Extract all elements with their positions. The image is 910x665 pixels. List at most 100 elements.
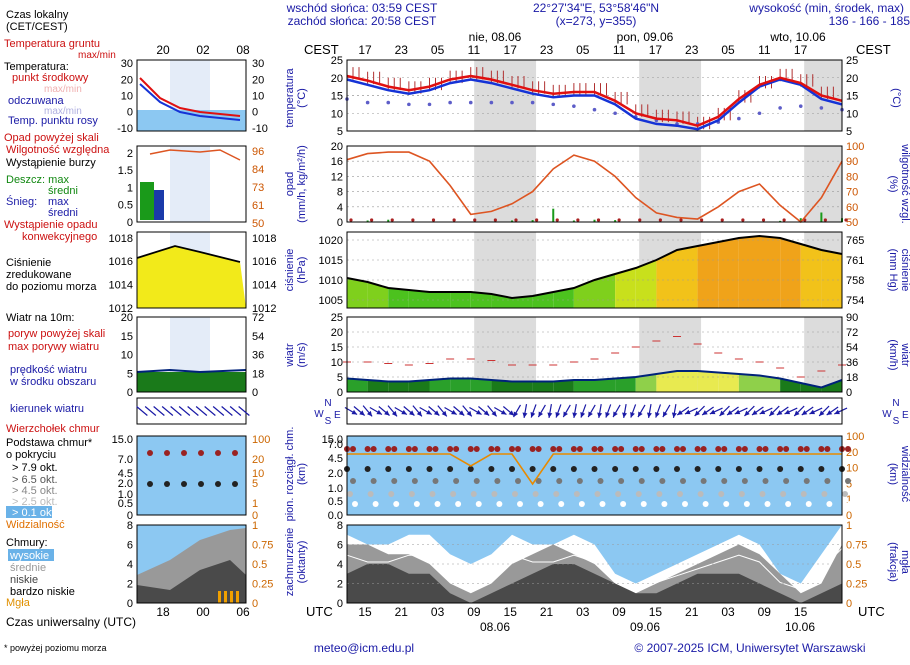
legend-okt-01: > 0.1 okt. xyxy=(12,507,58,519)
cloud-top-dot xyxy=(762,446,769,452)
cloud-top-dot xyxy=(824,446,831,452)
wind-left-tick: 5 xyxy=(337,372,343,384)
legend-conv-1: Wystąpienie opadu xyxy=(4,219,97,231)
humidity-tick: 60 xyxy=(846,202,858,214)
legend-cl-tick: 8 xyxy=(127,520,133,532)
cloud-base-dot xyxy=(842,491,848,497)
wind-arrow xyxy=(522,404,528,418)
legend-wind-tick: 10 xyxy=(121,350,133,362)
pressure-area xyxy=(718,238,739,308)
pressure-area xyxy=(470,292,492,308)
axis-wind-left-2: (m/s) xyxy=(296,342,308,367)
wind-arrow-head xyxy=(513,411,519,418)
wind-arrow xyxy=(572,404,578,418)
cloud-top-dot xyxy=(735,446,742,452)
cloud-base-dot xyxy=(653,466,660,472)
dew-point xyxy=(613,111,617,116)
compass-w-right: W xyxy=(882,409,892,420)
fog-tick: 0.75 xyxy=(846,540,867,552)
wind-arrow-head xyxy=(401,409,407,415)
cloud-base-tick: 1.0 xyxy=(328,483,343,495)
wind-area xyxy=(491,380,512,392)
date-top-2: pon, 09.06 xyxy=(617,30,674,44)
rain-bar xyxy=(614,220,617,222)
wind-arrow xyxy=(826,406,839,416)
legend-cb-tick: 4.5 xyxy=(118,468,133,480)
dates-bottom: 08.06 09.06 10.06 xyxy=(480,620,815,634)
dew-point xyxy=(510,100,514,105)
cloud-base-dot xyxy=(556,478,563,484)
cloud-base-dot xyxy=(558,501,565,507)
date-bottom-1: 08.06 xyxy=(480,620,510,634)
cloud-base-tick: 2.0 xyxy=(328,468,343,480)
legend-felt: odczuwana xyxy=(8,95,65,107)
cloud-base-dot xyxy=(803,478,810,484)
wind-arrow xyxy=(662,404,671,418)
legend-temp-fill xyxy=(137,110,246,131)
cloud-base-dot xyxy=(550,466,557,472)
fog-tick: 0.5 xyxy=(846,559,861,571)
wind-left-tick: 15 xyxy=(331,342,343,354)
storm-marker xyxy=(452,218,456,222)
cloud-top-dot xyxy=(385,446,392,452)
legend-visibility: Widzialność xyxy=(6,519,65,531)
wind-area xyxy=(553,380,574,392)
wind-area xyxy=(738,374,760,392)
cest-ticks: 17 23 05 11 17 23 05 11 17 23 05 11 17 xyxy=(358,43,807,57)
prec-left-tick: 0 xyxy=(337,217,343,229)
wind-arrow xyxy=(394,406,408,416)
cloud-base-dot xyxy=(426,466,433,472)
legend-cloud-top-dot xyxy=(181,450,187,456)
storm-marker xyxy=(514,218,518,222)
legend-wind-dir: kierunek wiatru xyxy=(10,403,84,415)
legend-pres-tick: 1012 xyxy=(109,303,133,315)
compass-e-right: E xyxy=(902,410,909,421)
axis-cb-left-2: (km) xyxy=(296,463,308,485)
cloud-top-dot xyxy=(467,446,474,452)
rain-bar xyxy=(593,219,596,222)
compass-e-left: E xyxy=(334,410,341,421)
elevation-values: 136 - 166 - 185 m xyxy=(829,14,910,28)
storm-marker xyxy=(411,218,415,222)
cloud-base-dot xyxy=(385,466,392,472)
prec-left-tick: 12 xyxy=(331,171,343,183)
legend-wind-arrow-shaft xyxy=(161,406,174,416)
pressure-area xyxy=(800,244,822,308)
legend-temp-tick: -10 xyxy=(117,123,133,135)
wind-arrow-head xyxy=(759,409,766,415)
storm-marker xyxy=(658,218,662,222)
compass-s-right: S xyxy=(893,416,900,427)
cloud-base-dot xyxy=(364,466,371,472)
legend-wind-kmh: 18 xyxy=(252,368,264,380)
wind-arrow-head xyxy=(834,409,840,415)
visibility-line xyxy=(347,453,842,486)
panel-frame xyxy=(346,524,843,604)
storm-marker xyxy=(679,218,683,222)
wind-arrow-head xyxy=(655,412,660,418)
cloud-top-dot xyxy=(453,446,460,452)
legend-cb-tick: 2.0 xyxy=(118,478,133,490)
wind-arrow xyxy=(587,404,596,418)
legend-wind-kmh: 36 xyxy=(252,350,264,362)
wind-arrow xyxy=(605,404,612,418)
cloud-base-tick: 0.0 xyxy=(328,510,343,522)
cloud-base-dot xyxy=(429,491,436,497)
cloud-top-dot xyxy=(818,446,825,452)
legend-hum-tick: 50 xyxy=(252,218,264,230)
cloud-top-dot xyxy=(570,446,577,452)
wind-speed-line xyxy=(346,370,843,389)
legend-rain-bar xyxy=(140,182,154,220)
legend-cloud-top-dot xyxy=(164,450,170,456)
legend-temp-tick: 0 xyxy=(127,107,133,119)
footer-email[interactable]: meteo@icm.edu.pl xyxy=(314,641,414,655)
prec-left-axis: 0 4 8 12 16 20 xyxy=(331,141,842,229)
storm-marker xyxy=(493,218,497,222)
wind-arrow-head xyxy=(547,412,553,418)
cloud-base-dot xyxy=(697,491,704,497)
wind-arrow-head xyxy=(458,410,465,416)
legend-cloud-base-dot xyxy=(147,481,153,487)
temp-right-tick: 10 xyxy=(846,108,858,120)
legend-rain: Deszcz: max xyxy=(6,174,69,186)
wind-left-tick: 10 xyxy=(331,357,343,369)
legend-pres-tick-r: 1014 xyxy=(252,280,276,292)
